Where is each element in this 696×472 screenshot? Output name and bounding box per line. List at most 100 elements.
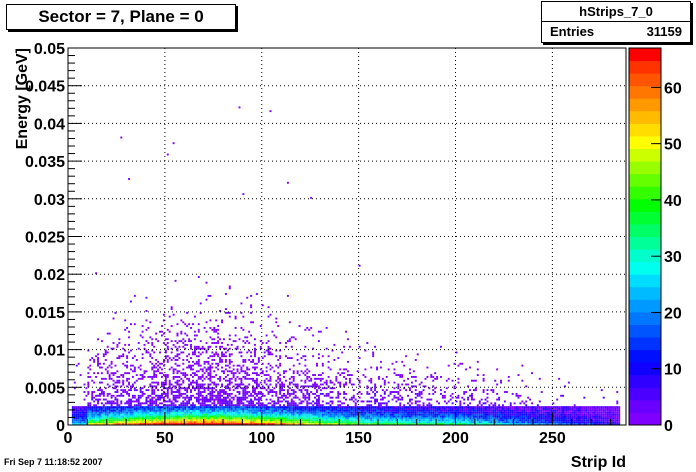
heatmap-cell [420, 423, 423, 426]
heatmap-cell [209, 406, 212, 409]
heatmap-cell [193, 409, 196, 412]
heatmap-cell [587, 415, 590, 418]
heatmap-cell [290, 406, 293, 409]
heatmap-cell [323, 394, 326, 397]
heatmap-cell [484, 419, 487, 422]
heatmap-cell [139, 402, 142, 405]
heatmap-cell [269, 368, 272, 371]
heatmap-cell [257, 421, 260, 424]
heatmap-cell [234, 383, 237, 386]
heatmap-cell [232, 368, 235, 371]
heatmap-cell [331, 411, 334, 414]
heatmap-cell [356, 408, 359, 410]
heatmap-cell [91, 413, 94, 416]
heatmap-cell [457, 396, 460, 399]
heatmap-cell [461, 411, 464, 414]
heatmap-cell [215, 411, 218, 414]
heatmap-cell [224, 400, 227, 403]
heatmap-cell [565, 413, 568, 416]
heatmap-cell [230, 372, 233, 375]
heatmap-cell [224, 385, 227, 388]
heatmap-cell [387, 421, 390, 424]
heatmap-cell [201, 387, 204, 390]
heatmap-cell [542, 408, 545, 410]
heatmap-cell [223, 400, 225, 403]
heatmap-cell [376, 406, 378, 409]
heatmap-cell [236, 404, 239, 407]
heatmap-cell [133, 368, 136, 371]
heatmap-cell [207, 387, 210, 390]
heatmap-cell [166, 347, 169, 350]
heatmap-cell [102, 377, 105, 380]
heatmap-cell [449, 409, 452, 412]
heatmap-cell [211, 391, 214, 393]
heatmap-cell [370, 409, 373, 412]
heatmap-cell [100, 417, 103, 420]
heatmap-cell [308, 392, 311, 395]
heatmap-cell [93, 406, 96, 409]
heatmap-cell [151, 400, 154, 403]
heatmap-cell [370, 411, 373, 414]
heatmap-cell [327, 394, 330, 397]
heatmap-cell [157, 423, 160, 426]
heatmap-cell [238, 415, 241, 418]
heatmap-cell [321, 387, 324, 390]
heatmap-cell [455, 411, 458, 414]
heatmap-cell [114, 387, 117, 390]
heatmap-cell [269, 375, 272, 378]
heatmap-cell [529, 419, 532, 422]
heatmap-cell [608, 417, 611, 420]
heatmap-cell [232, 408, 235, 410]
heatmap-cell [521, 364, 524, 367]
heatmap-cell [238, 351, 241, 354]
heatmap-cell [364, 423, 367, 426]
heatmap-cell [211, 402, 214, 405]
heatmap-cell [259, 404, 262, 407]
heatmap-cell [558, 423, 561, 426]
heatmap-cell [168, 406, 171, 409]
heatmap-cell [224, 419, 227, 422]
heatmap-cell [269, 347, 272, 350]
heatmap-cell [469, 366, 471, 369]
heatmap-cell [250, 419, 253, 422]
heatmap-cell [211, 359, 214, 361]
heatmap-cell [250, 321, 253, 324]
heatmap-cell [366, 423, 369, 426]
heatmap-cell [319, 406, 322, 409]
heatmap-cell [180, 411, 183, 414]
heatmap-cell [440, 406, 442, 409]
heatmap-cell [155, 417, 158, 420]
heatmap-cell [478, 415, 481, 418]
heatmap-cell [153, 402, 156, 405]
heatmap-cell [308, 396, 311, 399]
heatmap-cell [168, 368, 171, 371]
heatmap-cell [114, 415, 117, 418]
heatmap-cell [457, 411, 460, 414]
heatmap-cell [581, 421, 584, 424]
heatmap-cell [490, 417, 493, 420]
heatmap-cell [176, 419, 179, 422]
heatmap-cell [120, 423, 123, 426]
heatmap-cell [500, 417, 502, 420]
heatmap-cell [410, 417, 413, 420]
heatmap-cell [412, 370, 415, 373]
heatmap-cell [438, 423, 440, 426]
heatmap-cell [310, 408, 313, 410]
heatmap-cell [162, 391, 165, 393]
heatmap-cell [288, 383, 291, 386]
heatmap-cell [195, 421, 198, 424]
heatmap-cell [298, 406, 301, 409]
heatmap-cell [250, 311, 253, 314]
heatmap-cell [130, 300, 132, 303]
heatmap-cell [560, 421, 563, 424]
heatmap-cell [112, 374, 115, 376]
heatmap-cell [544, 421, 547, 424]
heatmap-cell [240, 366, 243, 369]
heatmap-cell [314, 409, 316, 412]
heatmap-cell [219, 338, 222, 341]
heatmap-cell [420, 409, 423, 412]
heatmap-cell [145, 340, 148, 343]
heatmap-cell [414, 385, 417, 388]
heatmap-cell [159, 409, 161, 412]
heatmap-cell [329, 379, 332, 382]
